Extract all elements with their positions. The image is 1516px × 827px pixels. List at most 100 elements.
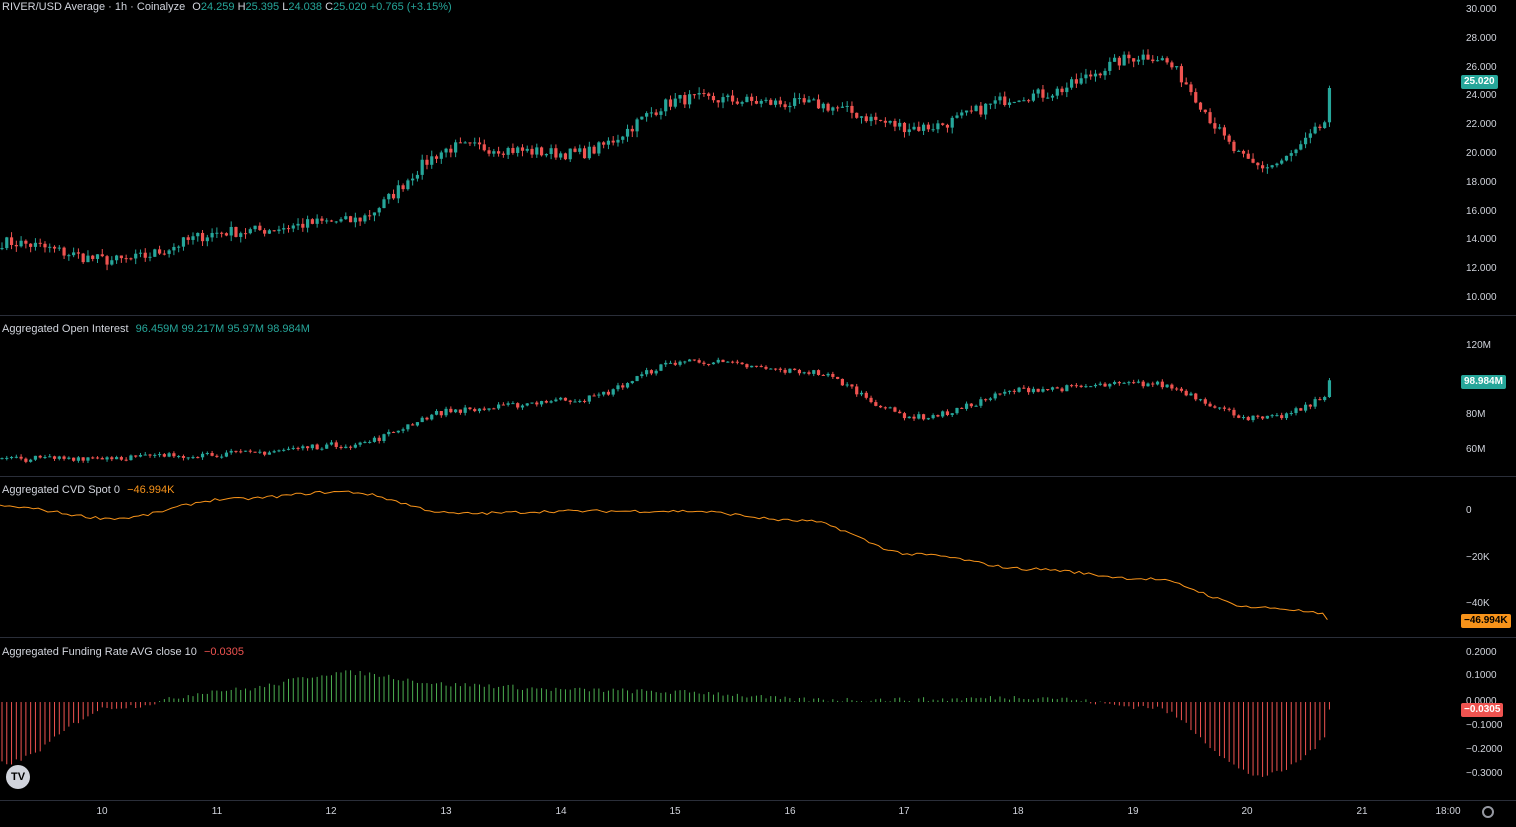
price-candle	[138, 252, 143, 254]
price-candle	[420, 159, 424, 175]
price-pane[interactable]: RIVER/USD Average · 1h · Coinalyze O24.2…	[0, 0, 1516, 315]
price-candle	[506, 148, 510, 155]
price-candle	[134, 253, 138, 259]
price-candle	[630, 128, 634, 132]
price-candle	[81, 253, 85, 263]
oi-candle	[48, 456, 52, 458]
oi-candle	[606, 391, 611, 395]
oi-candle	[420, 417, 424, 423]
oi-candle	[1261, 416, 1265, 419]
oi-candle	[253, 451, 257, 453]
price-candle	[325, 220, 329, 222]
oi-candle	[773, 368, 778, 370]
x-tick: 20	[1241, 806, 1253, 817]
close-value: 25.020	[333, 1, 367, 13]
oi-candle	[625, 383, 630, 388]
gear-icon[interactable]	[1482, 806, 1494, 818]
price-candle	[492, 151, 496, 154]
open-interest-pane[interactable]: Aggregated Open Interest 96.459M 99.217M…	[0, 316, 1516, 476]
price-candle	[181, 237, 186, 247]
funding-tick: −0.3000	[1466, 768, 1503, 779]
oi-candle	[988, 398, 993, 400]
oi-candle	[544, 401, 548, 403]
price-candle	[358, 217, 362, 222]
price-candle	[740, 102, 744, 104]
price-candle	[454, 142, 458, 153]
oi-candle	[482, 408, 486, 410]
price-candle	[1222, 127, 1226, 136]
oi-candle	[19, 456, 23, 459]
price-candle	[1112, 57, 1117, 62]
oi-candle	[945, 411, 950, 415]
price-candle	[692, 94, 696, 96]
price-candle	[1103, 70, 1107, 76]
price-candle	[1132, 58, 1136, 62]
oi-tick: 80M	[1466, 409, 1486, 420]
price-candle	[778, 100, 782, 105]
x-tick: 12	[325, 806, 337, 817]
price-tick: 10.000	[1466, 292, 1497, 303]
price-candle	[711, 95, 716, 101]
price-candle	[119, 255, 123, 259]
price-candle	[76, 252, 80, 254]
cvd-pane[interactable]: Aggregated CVD Spot 0 −46.994K 0 −20K −4…	[0, 477, 1516, 637]
price-candle	[1160, 58, 1164, 61]
price-candle	[597, 142, 601, 154]
price-candle	[745, 96, 749, 103]
price-candle	[520, 147, 525, 151]
price-candle	[1003, 96, 1007, 106]
tradingview-logo-icon[interactable]: TV	[6, 765, 30, 789]
oi-candle	[979, 399, 983, 406]
oi-candle	[415, 422, 420, 426]
price-candle	[377, 208, 381, 213]
oi-candle	[72, 457, 76, 461]
price-candle	[511, 148, 515, 153]
price-candle	[463, 142, 467, 144]
price-candle	[14, 244, 18, 247]
price-candle	[157, 249, 162, 254]
price-candle	[1265, 167, 1269, 169]
price-candle	[1251, 158, 1255, 163]
price-candle	[950, 117, 954, 128]
oi-candle	[573, 401, 577, 403]
price-candle	[243, 233, 248, 235]
price-candle	[1050, 95, 1055, 98]
oi-candle	[1265, 415, 1269, 419]
price-candle	[917, 126, 921, 131]
price-candle	[645, 113, 649, 117]
oi-candle	[38, 455, 42, 458]
price-candle	[267, 230, 271, 234]
price-candle	[143, 252, 147, 258]
oi-candle	[1089, 386, 1093, 388]
funding-last-badge: −0.0305	[1461, 703, 1504, 717]
price-candle	[291, 225, 295, 229]
price-candle	[473, 142, 477, 144]
pane-divider[interactable]	[0, 637, 1516, 638]
price-candle	[1127, 54, 1131, 59]
oi-candle	[879, 405, 883, 408]
price-candle	[1246, 153, 1250, 159]
time-axis[interactable]	[0, 801, 1516, 827]
oi-candle	[750, 365, 754, 368]
pane-divider[interactable]	[0, 315, 1516, 316]
price-candle	[802, 98, 806, 103]
price-candle	[563, 153, 568, 160]
price-tick: 20.000	[1466, 148, 1497, 159]
oi-candle	[134, 455, 138, 457]
oi-candle	[1208, 403, 1212, 407]
price-candle	[224, 233, 229, 236]
price-candle	[439, 152, 443, 159]
price-candle	[153, 249, 157, 257]
price-candle	[253, 225, 257, 230]
oi-candle	[1222, 407, 1226, 409]
price-candle	[525, 148, 529, 151]
price-candle	[783, 104, 787, 108]
oi-candle	[129, 455, 133, 461]
oi-candle	[162, 454, 166, 457]
price-candle	[554, 148, 558, 158]
pane-divider[interactable]	[0, 476, 1516, 477]
price-candle	[234, 226, 238, 237]
high-value: 25.395	[245, 1, 280, 13]
oi-candle	[616, 385, 620, 390]
funding-pane[interactable]: Aggregated Funding Rate AVG close 10 −0.…	[0, 638, 1516, 800]
